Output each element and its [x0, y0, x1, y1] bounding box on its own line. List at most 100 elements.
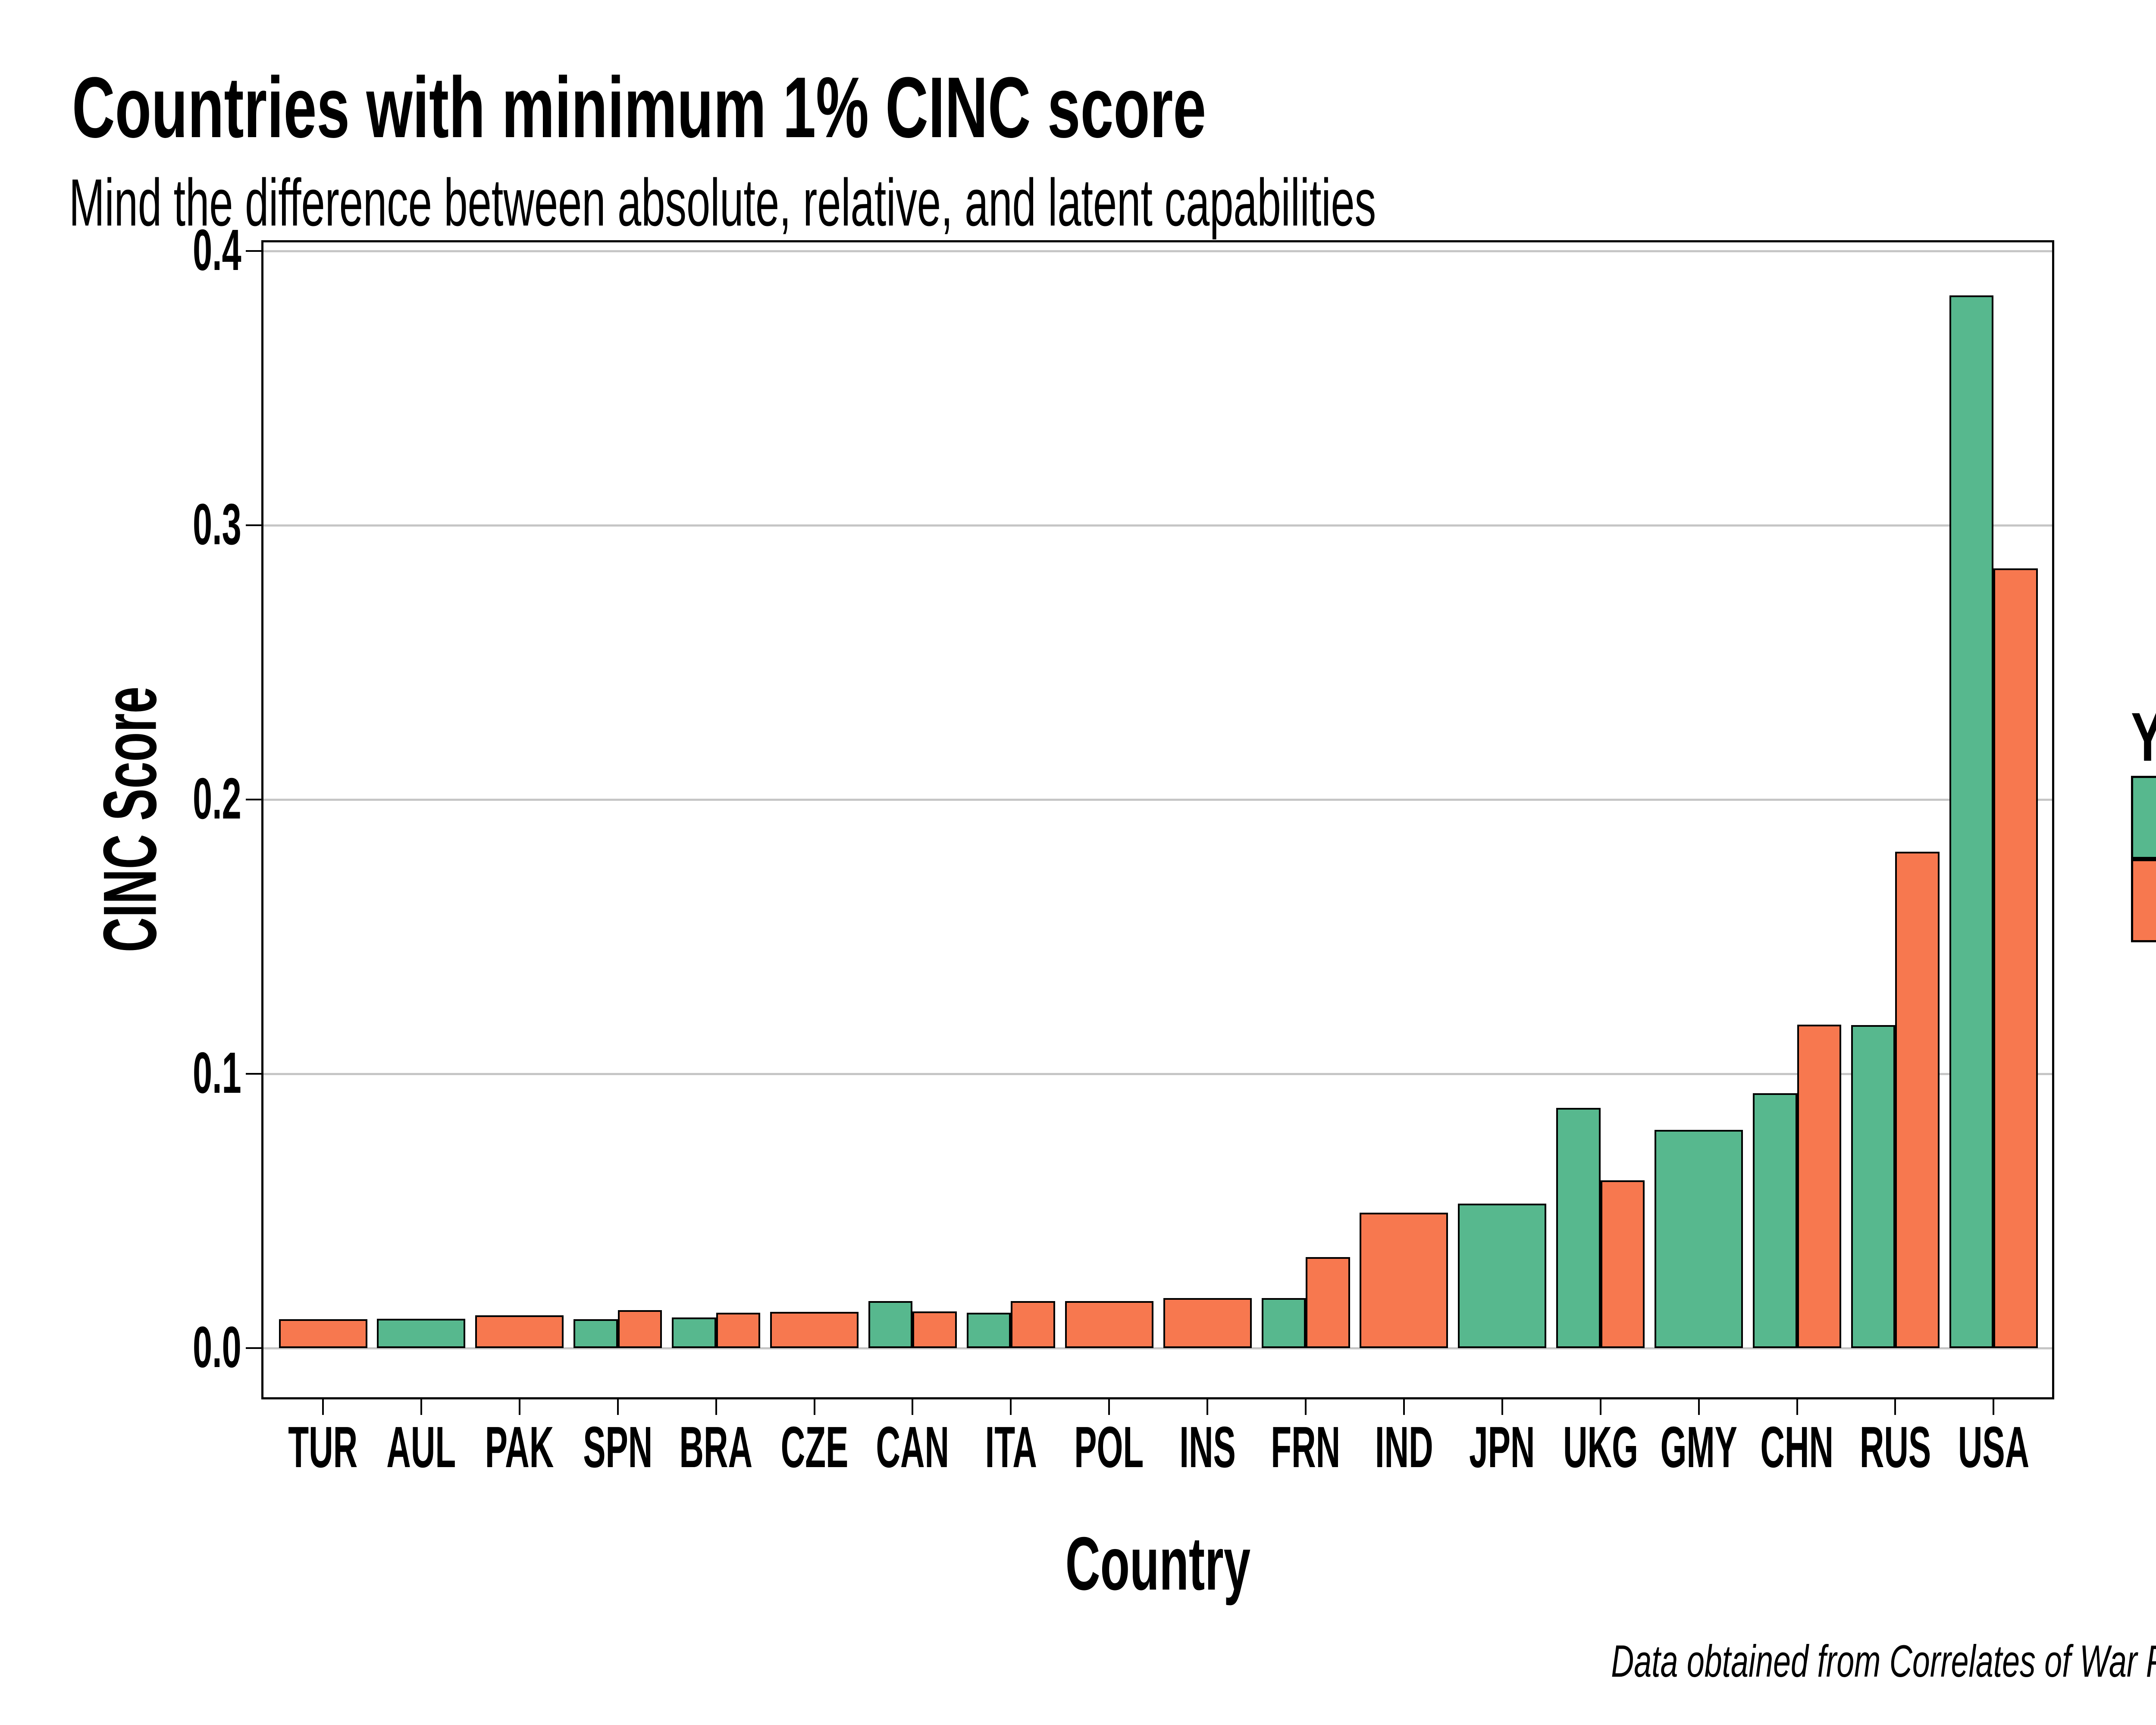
- bar-INS-1950: [1163, 1298, 1252, 1348]
- bar-POL-1950: [1065, 1301, 1153, 1348]
- gridline-y-0.2: [261, 799, 2054, 801]
- x-tick-label-text: USA: [1958, 1414, 2029, 1480]
- bar-FRN-1950: [1306, 1257, 1350, 1348]
- bar-ITA-1950: [1011, 1301, 1055, 1348]
- x-tick-POL: [1108, 1399, 1110, 1415]
- legend-swatch-1945: [2131, 776, 2156, 859]
- y-tick-label-0.1: 0.1: [112, 1044, 241, 1102]
- x-tick-RUS: [1894, 1399, 1896, 1415]
- bar-RUS-1950: [1895, 852, 1940, 1348]
- x-tick-label-FRN: FRN: [1219, 1418, 1392, 1476]
- x-tick-label-CZE: CZE: [728, 1418, 901, 1476]
- legend-swatch-1950: [2131, 859, 2156, 942]
- bar-CZE-1950: [770, 1312, 859, 1348]
- gridline-y-0.1: [261, 1073, 2054, 1075]
- bar-CAN-1945: [868, 1301, 913, 1348]
- x-tick-JPN: [1501, 1399, 1503, 1415]
- x-tick-label-text: PAK: [485, 1414, 554, 1480]
- x-tick-label-text: AUL: [386, 1414, 456, 1480]
- x-tick-label-text: ITA: [985, 1414, 1037, 1480]
- chart-title: Countries with minimum 1% CINC score: [72, 65, 1716, 151]
- x-tick-label-USA: USA: [1907, 1418, 2080, 1476]
- x-tick-label-AUL: AUL: [335, 1418, 508, 1476]
- x-tick-label-text: GMY: [1660, 1414, 1737, 1480]
- x-tick-label-JPN: JPN: [1416, 1418, 1589, 1476]
- x-tick-label-text: INS: [1179, 1414, 1236, 1480]
- bar-JPN-1945: [1458, 1204, 1547, 1348]
- x-tick-label-PAK: PAK: [433, 1418, 606, 1476]
- y-tick-0.0: [246, 1347, 261, 1349]
- x-tick-label-RUS: RUS: [1809, 1418, 1981, 1476]
- y-tick-label-0.4: 0.4: [112, 221, 241, 279]
- x-tick-label-text: JPN: [1469, 1414, 1535, 1480]
- x-tick-label-BRA: BRA: [630, 1418, 802, 1476]
- y-tick-label-text: 0.3: [193, 492, 241, 557]
- x-tick-IND: [1403, 1399, 1405, 1415]
- caption-text: Data obtained from Correlates of War Pro…: [1611, 1636, 2156, 1687]
- x-tick-CZE: [813, 1399, 815, 1415]
- y-tick-0.1: [246, 1073, 261, 1075]
- x-tick-PAK: [518, 1399, 520, 1415]
- x-tick-label-text: POL: [1074, 1414, 1144, 1480]
- chart-title-text: Countries with minimum 1% CINC score: [72, 60, 1206, 156]
- bar-GMY-1945: [1655, 1130, 1743, 1348]
- x-tick-USA: [1993, 1399, 1995, 1415]
- bar-UKG-1945: [1556, 1108, 1601, 1348]
- y-tick-0.3: [246, 524, 261, 526]
- x-tick-BRA: [715, 1399, 717, 1415]
- x-tick-label-SPN: SPN: [532, 1418, 704, 1476]
- bar-SPN-1945: [573, 1319, 618, 1348]
- gridline-y-0.3: [261, 524, 2054, 527]
- x-tick-label-UKG: UKG: [1514, 1418, 1687, 1476]
- bar-ITA-1945: [966, 1313, 1011, 1348]
- chart-subtitle: Mind the difference between absolute, re…: [69, 169, 2111, 236]
- bar-PAK-1950: [475, 1315, 564, 1348]
- chart-subtitle-text: Mind the difference between absolute, re…: [69, 165, 1376, 240]
- bar-USA-1945: [1949, 295, 1994, 1348]
- bar-FRN-1945: [1261, 1298, 1306, 1348]
- x-tick-CAN: [912, 1399, 914, 1415]
- x-tick-TUR: [322, 1399, 324, 1415]
- bar-BRA-1945: [672, 1317, 716, 1348]
- x-tick-label-text: SPN: [583, 1414, 653, 1480]
- x-tick-label-TUR: TUR: [237, 1418, 409, 1476]
- legend-title-text: Year: [2131, 703, 2156, 772]
- x-axis-title: Country: [727, 1526, 1589, 1602]
- x-tick-label-IND: IND: [1318, 1418, 1490, 1476]
- x-tick-label-CHN: CHN: [1711, 1418, 1883, 1476]
- x-tick-label-INS: INS: [1121, 1418, 1294, 1476]
- x-tick-GMY: [1698, 1399, 1700, 1415]
- bar-AUL-1945: [377, 1319, 466, 1348]
- x-tick-label-text: CAN: [876, 1414, 950, 1480]
- y-tick-label-text: 0.0: [193, 1314, 241, 1380]
- y-tick-label-0.3: 0.3: [112, 495, 241, 553]
- x-tick-FRN: [1305, 1399, 1307, 1415]
- x-tick-label-text: CZE: [780, 1414, 848, 1480]
- x-tick-label-text: CHN: [1760, 1414, 1834, 1480]
- x-tick-label-text: UKG: [1563, 1414, 1638, 1480]
- bar-CAN-1950: [912, 1311, 957, 1348]
- gridline-y-0.4: [261, 250, 2054, 252]
- y-tick-label-text: 0.4: [193, 217, 241, 282]
- x-tick-label-GMY: GMY: [1613, 1418, 1785, 1476]
- x-tick-label-CAN: CAN: [826, 1418, 999, 1476]
- x-tick-label-text: IND: [1375, 1414, 1433, 1480]
- y-tick-label-text: 0.2: [193, 766, 241, 831]
- x-tick-label-POL: POL: [1023, 1418, 1195, 1476]
- x-tick-SPN: [617, 1399, 619, 1415]
- y-tick-label-text: 0.1: [193, 1040, 241, 1105]
- bar-TUR-1950: [279, 1319, 367, 1348]
- bar-CHN-1945: [1753, 1093, 1797, 1348]
- bar-USA-1950: [1993, 568, 2038, 1348]
- x-tick-CHN: [1796, 1399, 1798, 1415]
- y-tick-label-0.0: 0.0: [112, 1318, 241, 1376]
- bar-SPN-1950: [617, 1310, 662, 1348]
- plot-panel: [261, 240, 2054, 1399]
- x-tick-INS: [1206, 1399, 1209, 1415]
- bar-IND-1950: [1360, 1213, 1448, 1348]
- y-tick-0.2: [246, 799, 261, 800]
- bar-BRA-1950: [716, 1313, 761, 1348]
- bar-CHN-1950: [1797, 1025, 1841, 1348]
- bar-UKG-1950: [1600, 1180, 1645, 1348]
